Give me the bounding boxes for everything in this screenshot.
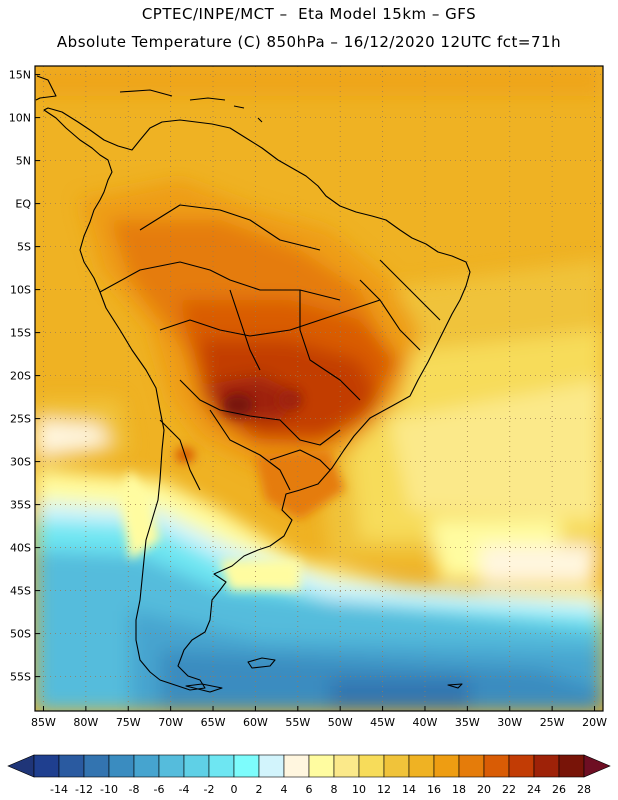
lon-label: 40W — [413, 716, 438, 729]
lon-label: 25W — [540, 716, 565, 729]
colorbar-label: 2 — [256, 783, 263, 796]
colorbar-swatch — [558, 754, 585, 778]
lon-label: 35W — [455, 716, 480, 729]
lat-label: 25S — [10, 413, 31, 426]
lon-label: 45W — [370, 716, 395, 729]
lon-label: 60W — [243, 716, 268, 729]
lon-label: 55W — [285, 716, 310, 729]
colorbar-swatch — [483, 754, 510, 778]
colorbar-swatch — [258, 754, 285, 778]
colorbar-label: 8 — [331, 783, 338, 796]
colorbar-label: 10 — [352, 783, 366, 796]
lat-label: 30S — [10, 456, 31, 469]
colorbar-label: 20 — [477, 783, 491, 796]
latitude-labels: 15N 10N 5N EQ 5S 10S 15S 20S 25S 30S 35S 40S 45S 50S 5… — [9, 69, 40, 684]
coastline-outline — [35, 75, 471, 693]
colorbar-label: 28 — [577, 783, 591, 796]
colorbar-label: 14 — [402, 783, 416, 796]
lon-label: 75W — [116, 716, 141, 729]
colorbar-swatch — [283, 754, 310, 778]
lat-label: 55S — [10, 671, 31, 684]
lat-label: 35S — [10, 499, 31, 512]
colorbar-label: 26 — [552, 783, 566, 796]
colorbar-labels: -14 -12 -10 -8 -6 -4 -2 0 2 4 6 8 10 12 14 16 18 20 22 24 26… — [50, 783, 591, 796]
colorbar-label: 22 — [502, 783, 516, 796]
colorbar-label: 18 — [452, 783, 466, 796]
lon-label: 20W — [582, 716, 607, 729]
lat-label: 50S — [10, 628, 31, 641]
temperature-map: 15N 10N 5N EQ 5S 10S 15S 20S 25S 30S 35S 40S 45S 50S 5… — [9, 65, 607, 729]
colorbar-label: -10 — [100, 783, 118, 796]
colorbar-swatch — [308, 754, 335, 778]
colorbar-label: -6 — [154, 783, 165, 796]
lon-label: 65W — [201, 716, 226, 729]
lat-label: 40S — [10, 542, 31, 555]
lat-label: 5N — [16, 155, 31, 168]
lat-label: 15S — [10, 327, 31, 340]
lon-label: 30W — [497, 716, 522, 729]
colorbar-swatch — [108, 754, 135, 778]
colorbar-swatch — [58, 754, 85, 778]
colorbar-swatch — [408, 754, 435, 778]
colorbar-swatch — [433, 754, 460, 778]
colorbar-label: 6 — [306, 783, 313, 796]
lat-label: 45S — [10, 585, 31, 598]
colorbar-swatch — [158, 754, 185, 778]
colorbar-label: -2 — [204, 783, 215, 796]
lon-label: 70W — [158, 716, 183, 729]
lat-label: EQ — [15, 198, 31, 211]
map-title-line1: CPTEC/INPE/MCT – Eta Model 15km – GFS — [141, 5, 477, 23]
colorbar-swatch — [183, 754, 210, 778]
colorbar-swatch — [508, 754, 535, 778]
colorbar-label: 12 — [377, 783, 391, 796]
colorbar: -14 -12 -10 -8 -6 -4 -2 0 2 4 6 8 10 12 14 16 18 20 22 24 26… — [7, 754, 611, 796]
temperature-field — [35, 66, 603, 711]
colorbar-swatch — [33, 754, 60, 778]
colorbar-label: 0 — [231, 783, 238, 796]
colorbar-swatch — [233, 754, 260, 778]
colorbar-over-triangle — [583, 754, 611, 778]
colorbar-swatch — [208, 754, 235, 778]
colorbar-swatches — [7, 754, 611, 778]
colorbar-label: -12 — [75, 783, 93, 796]
colorbar-swatch — [533, 754, 560, 778]
colorbar-label: -4 — [179, 783, 190, 796]
colorbar-swatch — [83, 754, 110, 778]
colorbar-swatch — [358, 754, 385, 778]
colorbar-swatch — [133, 754, 160, 778]
colorbar-swatch — [383, 754, 410, 778]
lat-label: 10N — [9, 112, 31, 125]
lat-label: 20S — [10, 370, 31, 383]
longitude-labels: 85W 80W 75W 70W 65W 60W 55W 50W 45W 40W 35W 30W 25W 2… — [31, 706, 607, 729]
colorbar-label: 24 — [527, 783, 541, 796]
colorbar-label: -14 — [50, 783, 68, 796]
lon-label: 50W — [328, 716, 353, 729]
map-title-line2: Absolute Temperature (C) 850hPa – 16/12/… — [56, 33, 562, 51]
colorbar-under-triangle — [7, 754, 35, 778]
lon-label: 85W — [31, 716, 56, 729]
lat-label: 5S — [17, 241, 31, 254]
colorbar-label: 16 — [427, 783, 441, 796]
lon-label: 80W — [73, 716, 98, 729]
colorbar-label: -8 — [129, 783, 140, 796]
colorbar-swatch — [458, 754, 485, 778]
colorbar-swatch — [333, 754, 360, 778]
lat-label: 15N — [9, 69, 31, 82]
colorbar-label: 4 — [281, 783, 288, 796]
lat-label: 10S — [10, 284, 31, 297]
map-frame — [34, 65, 604, 712]
